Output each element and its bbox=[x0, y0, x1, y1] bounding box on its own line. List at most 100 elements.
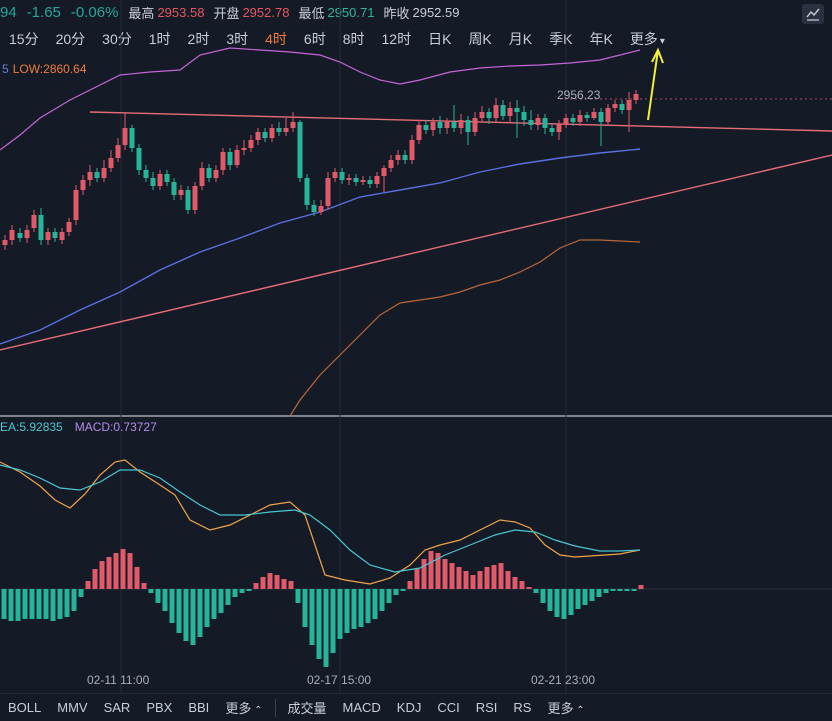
candle-body bbox=[556, 124, 562, 132]
macd-histogram-bar bbox=[428, 551, 434, 589]
macd-histogram-bar bbox=[400, 589, 406, 591]
sub-indicator-3[interactable]: CCI bbox=[437, 700, 460, 715]
candle-body bbox=[360, 180, 366, 182]
macd-histogram-bar bbox=[414, 569, 420, 589]
interval-1[interactable]: 20分 bbox=[55, 31, 86, 47]
macd-histogram-bar bbox=[92, 569, 98, 589]
macd-dea-line bbox=[0, 464, 641, 573]
macd-histogram-bar bbox=[106, 557, 112, 589]
interval-5[interactable]: 3时 bbox=[226, 31, 249, 47]
sub-indicator-4[interactable]: RSI bbox=[475, 700, 498, 715]
candle-body bbox=[255, 132, 261, 140]
macd-histogram-bar bbox=[176, 589, 182, 633]
macd-histogram-bar bbox=[638, 585, 644, 589]
candle-body bbox=[192, 186, 198, 210]
interval-7[interactable]: 6时 bbox=[303, 31, 326, 47]
candle-body bbox=[332, 172, 338, 178]
sub-indicator-1[interactable]: MACD bbox=[342, 700, 381, 715]
candle-body bbox=[9, 230, 15, 240]
sub-indicator-5[interactable]: RS bbox=[513, 700, 532, 715]
macd-histogram-bar bbox=[610, 589, 616, 591]
macd-histogram-bar bbox=[596, 589, 602, 597]
interval-3[interactable]: 1时 bbox=[148, 31, 171, 47]
macd-histogram-bar bbox=[218, 589, 224, 613]
macd-histogram-bar bbox=[239, 589, 245, 593]
macd-histogram-bar bbox=[274, 575, 280, 589]
low-prefix: 5 bbox=[2, 62, 9, 76]
main-indicator-4[interactable]: BBI bbox=[188, 700, 210, 715]
macd-histogram-bar bbox=[379, 589, 385, 611]
candle-body bbox=[339, 172, 345, 180]
candle-body bbox=[171, 182, 177, 195]
sub-indicator-0[interactable]: 成交量 bbox=[287, 701, 327, 716]
interval-0[interactable]: 15分 bbox=[9, 31, 39, 47]
candle-body bbox=[591, 112, 597, 118]
candle-body bbox=[437, 122, 443, 128]
interval-14[interactable]: 年K bbox=[589, 31, 613, 47]
candle-body bbox=[143, 170, 149, 178]
macd-histogram-bar bbox=[78, 589, 84, 597]
macd-histogram-bar bbox=[64, 589, 70, 617]
main-indicator-2[interactable]: SAR bbox=[103, 700, 131, 715]
open-value: 2952.78 bbox=[242, 4, 290, 20]
macd-histogram-bar bbox=[407, 581, 413, 589]
interval-6[interactable]: 4时 bbox=[265, 31, 287, 47]
interval-8[interactable]: 8时 bbox=[342, 31, 365, 47]
interval-11[interactable]: 周K bbox=[468, 31, 492, 47]
interval-2[interactable]: 30分 bbox=[102, 31, 132, 47]
low-value: 2950.71 bbox=[327, 4, 375, 20]
candle-body bbox=[150, 178, 156, 186]
candle-body bbox=[52, 232, 58, 238]
chart-settings-button[interactable] bbox=[802, 4, 824, 24]
macd-histogram-bar bbox=[29, 589, 35, 619]
main-indicator-3[interactable]: PBX bbox=[146, 700, 173, 715]
candle-body bbox=[241, 148, 247, 150]
interval-13[interactable]: 季K bbox=[549, 31, 573, 47]
sub-indicator-6[interactable]: 更多 bbox=[539, 698, 592, 717]
low-indicator-text: LOW:2860.64 bbox=[12, 62, 87, 76]
candle-body bbox=[185, 190, 191, 210]
candle-body bbox=[31, 215, 37, 228]
interval-9[interactable]: 12时 bbox=[381, 31, 412, 47]
macd-histogram-bar bbox=[561, 589, 567, 619]
candle-body bbox=[94, 172, 100, 178]
candle-body bbox=[381, 168, 387, 176]
macd-histogram-bar bbox=[372, 589, 378, 619]
macd-histogram-bar bbox=[162, 589, 168, 611]
candle-body bbox=[304, 178, 310, 205]
ma-line bbox=[0, 148, 641, 345]
main-indicator-1[interactable]: MMV bbox=[57, 700, 88, 715]
candle-body bbox=[423, 125, 429, 130]
macd-histogram-bar bbox=[351, 589, 357, 629]
interval-10[interactable]: 日K bbox=[428, 31, 452, 47]
candle-body bbox=[318, 206, 324, 212]
macd-histogram-bar bbox=[141, 583, 147, 589]
macd-histogram-bar bbox=[449, 563, 455, 589]
candle-body bbox=[45, 232, 51, 240]
macd-histogram-bar bbox=[8, 589, 14, 621]
candle-body bbox=[528, 120, 534, 125]
interval-15[interactable]: 更多 bbox=[621, 29, 673, 49]
candle-body bbox=[136, 148, 142, 170]
macd-histogram-bar bbox=[190, 589, 196, 645]
sub-indicator-2[interactable]: KDJ bbox=[396, 700, 422, 715]
interval-selector: 15分 20分 30分 1时 2时 3时 4时 6时 8时 12时 日K 周K 月K 季K 年K 更多 bbox=[0, 27, 832, 51]
price-chart[interactable] bbox=[0, 0, 832, 693]
candle-body bbox=[227, 152, 233, 165]
interval-4[interactable]: 2时 bbox=[187, 31, 210, 47]
main-indicator-5[interactable]: 更多 bbox=[217, 698, 270, 717]
low-indicator-label: 5 LOW:2860.64 bbox=[2, 62, 87, 76]
interval-12[interactable]: 月K bbox=[508, 31, 533, 47]
candle-body bbox=[269, 128, 275, 138]
candle-body bbox=[101, 168, 107, 178]
candle-body bbox=[24, 230, 30, 238]
candle-body bbox=[598, 112, 604, 122]
macd-histogram-bar bbox=[442, 559, 448, 589]
macd-histogram-bar bbox=[484, 567, 490, 589]
macd-histogram-bar bbox=[71, 589, 77, 611]
macd-histogram-bar bbox=[337, 589, 343, 639]
lower-band-line bbox=[289, 239, 641, 417]
macd-histogram-bar bbox=[540, 589, 546, 603]
candle-body bbox=[276, 128, 282, 132]
main-indicator-0[interactable]: BOLL bbox=[8, 700, 42, 715]
